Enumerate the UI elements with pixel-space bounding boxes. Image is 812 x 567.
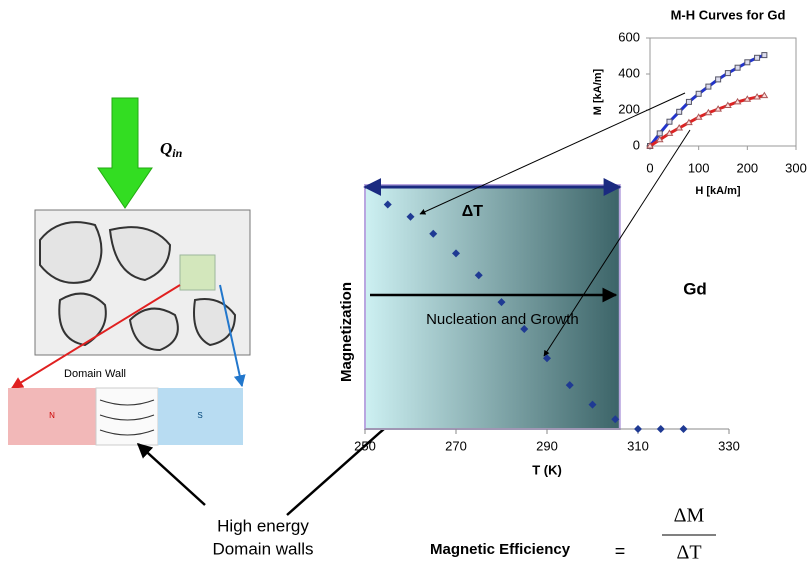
marker [646, 142, 654, 149]
x-tick-label: 330 [718, 438, 740, 453]
marker [655, 135, 664, 143]
x-tick-label: 290 [536, 438, 558, 453]
x-tick-label: 250 [354, 438, 376, 453]
marker [761, 52, 768, 59]
north-label: N [49, 411, 55, 420]
point [429, 229, 438, 238]
x-tick-label: 300 [785, 160, 807, 175]
callout-arrow [136, 442, 206, 506]
delta-t-band [364, 184, 621, 430]
point [452, 249, 460, 258]
marker [675, 124, 684, 131]
x-tick-label: 0 [646, 160, 653, 175]
link-arrow [543, 129, 691, 357]
grains [39, 221, 237, 352]
x-tick-label: 270 [445, 438, 467, 453]
south-domain [158, 388, 243, 445]
marker [760, 91, 769, 99]
y-axis-title: Magnetization [338, 282, 355, 382]
y-tick-label: 400 [618, 65, 640, 80]
marker [685, 118, 693, 126]
x-tick-label: 200 [736, 160, 758, 175]
point [611, 415, 620, 424]
point [406, 212, 415, 221]
y-tick-label: 0 [633, 137, 640, 152]
heat-arrow [97, 97, 153, 209]
marker [705, 83, 712, 90]
marker [733, 97, 742, 105]
zoom-arrow [219, 284, 246, 388]
equals: = [615, 541, 626, 561]
point [474, 271, 483, 280]
plot-frame [649, 37, 797, 147]
point [497, 298, 506, 307]
chart-title: M-H Curves for Gd [671, 7, 786, 22]
marker [695, 90, 702, 97]
north-domain [8, 388, 96, 445]
heat-label: Qin [160, 139, 183, 160]
delta-t-label: ΔT [462, 203, 484, 220]
growth-label: Nucleation and Growth [426, 311, 579, 328]
link-arrow [419, 92, 686, 215]
marker [753, 93, 761, 100]
marker [744, 59, 751, 66]
point [656, 425, 665, 433]
marker [715, 76, 722, 83]
marker [704, 108, 713, 116]
efficiency-den: ΔT [676, 542, 701, 564]
marker [656, 130, 663, 137]
x-axis-title: T (K) [532, 462, 562, 477]
efficiency-label: Magnetic Efficiency [430, 541, 571, 558]
efficiency-num: ΔM [674, 505, 705, 527]
y-axis-title: M [kA/m] [592, 68, 604, 115]
point [679, 425, 688, 433]
x-axis-title: H [kA/m] [695, 185, 741, 197]
point [383, 200, 392, 209]
south-label: S [197, 411, 202, 420]
callout: High energy [217, 516, 309, 535]
marker [666, 118, 673, 125]
callout: Domain walls [212, 539, 313, 558]
marker [685, 98, 692, 105]
gd-label: Gd [683, 279, 707, 298]
marker [694, 113, 703, 120]
domain-wall-label: Domain Wall [64, 368, 126, 380]
point [634, 425, 642, 433]
marker [743, 95, 752, 102]
point [588, 400, 597, 409]
point [565, 381, 574, 390]
marker [734, 64, 741, 71]
wall-lines [99, 399, 155, 436]
marker [724, 70, 731, 77]
marker [754, 54, 761, 61]
highlight [179, 254, 216, 291]
marker [714, 105, 723, 112]
diagram: Qin Domain Wall N S High energy Domain w… [8, 97, 716, 564]
point [520, 324, 529, 333]
x-tick-label: 100 [688, 160, 710, 175]
y-tick-label: 600 [618, 29, 640, 44]
zoom-arrow [10, 284, 181, 389]
x-tick-label: 310 [627, 438, 649, 453]
marker [665, 129, 674, 136]
y-tick-label: 200 [618, 101, 640, 116]
marker [676, 108, 683, 115]
marker [723, 101, 732, 108]
